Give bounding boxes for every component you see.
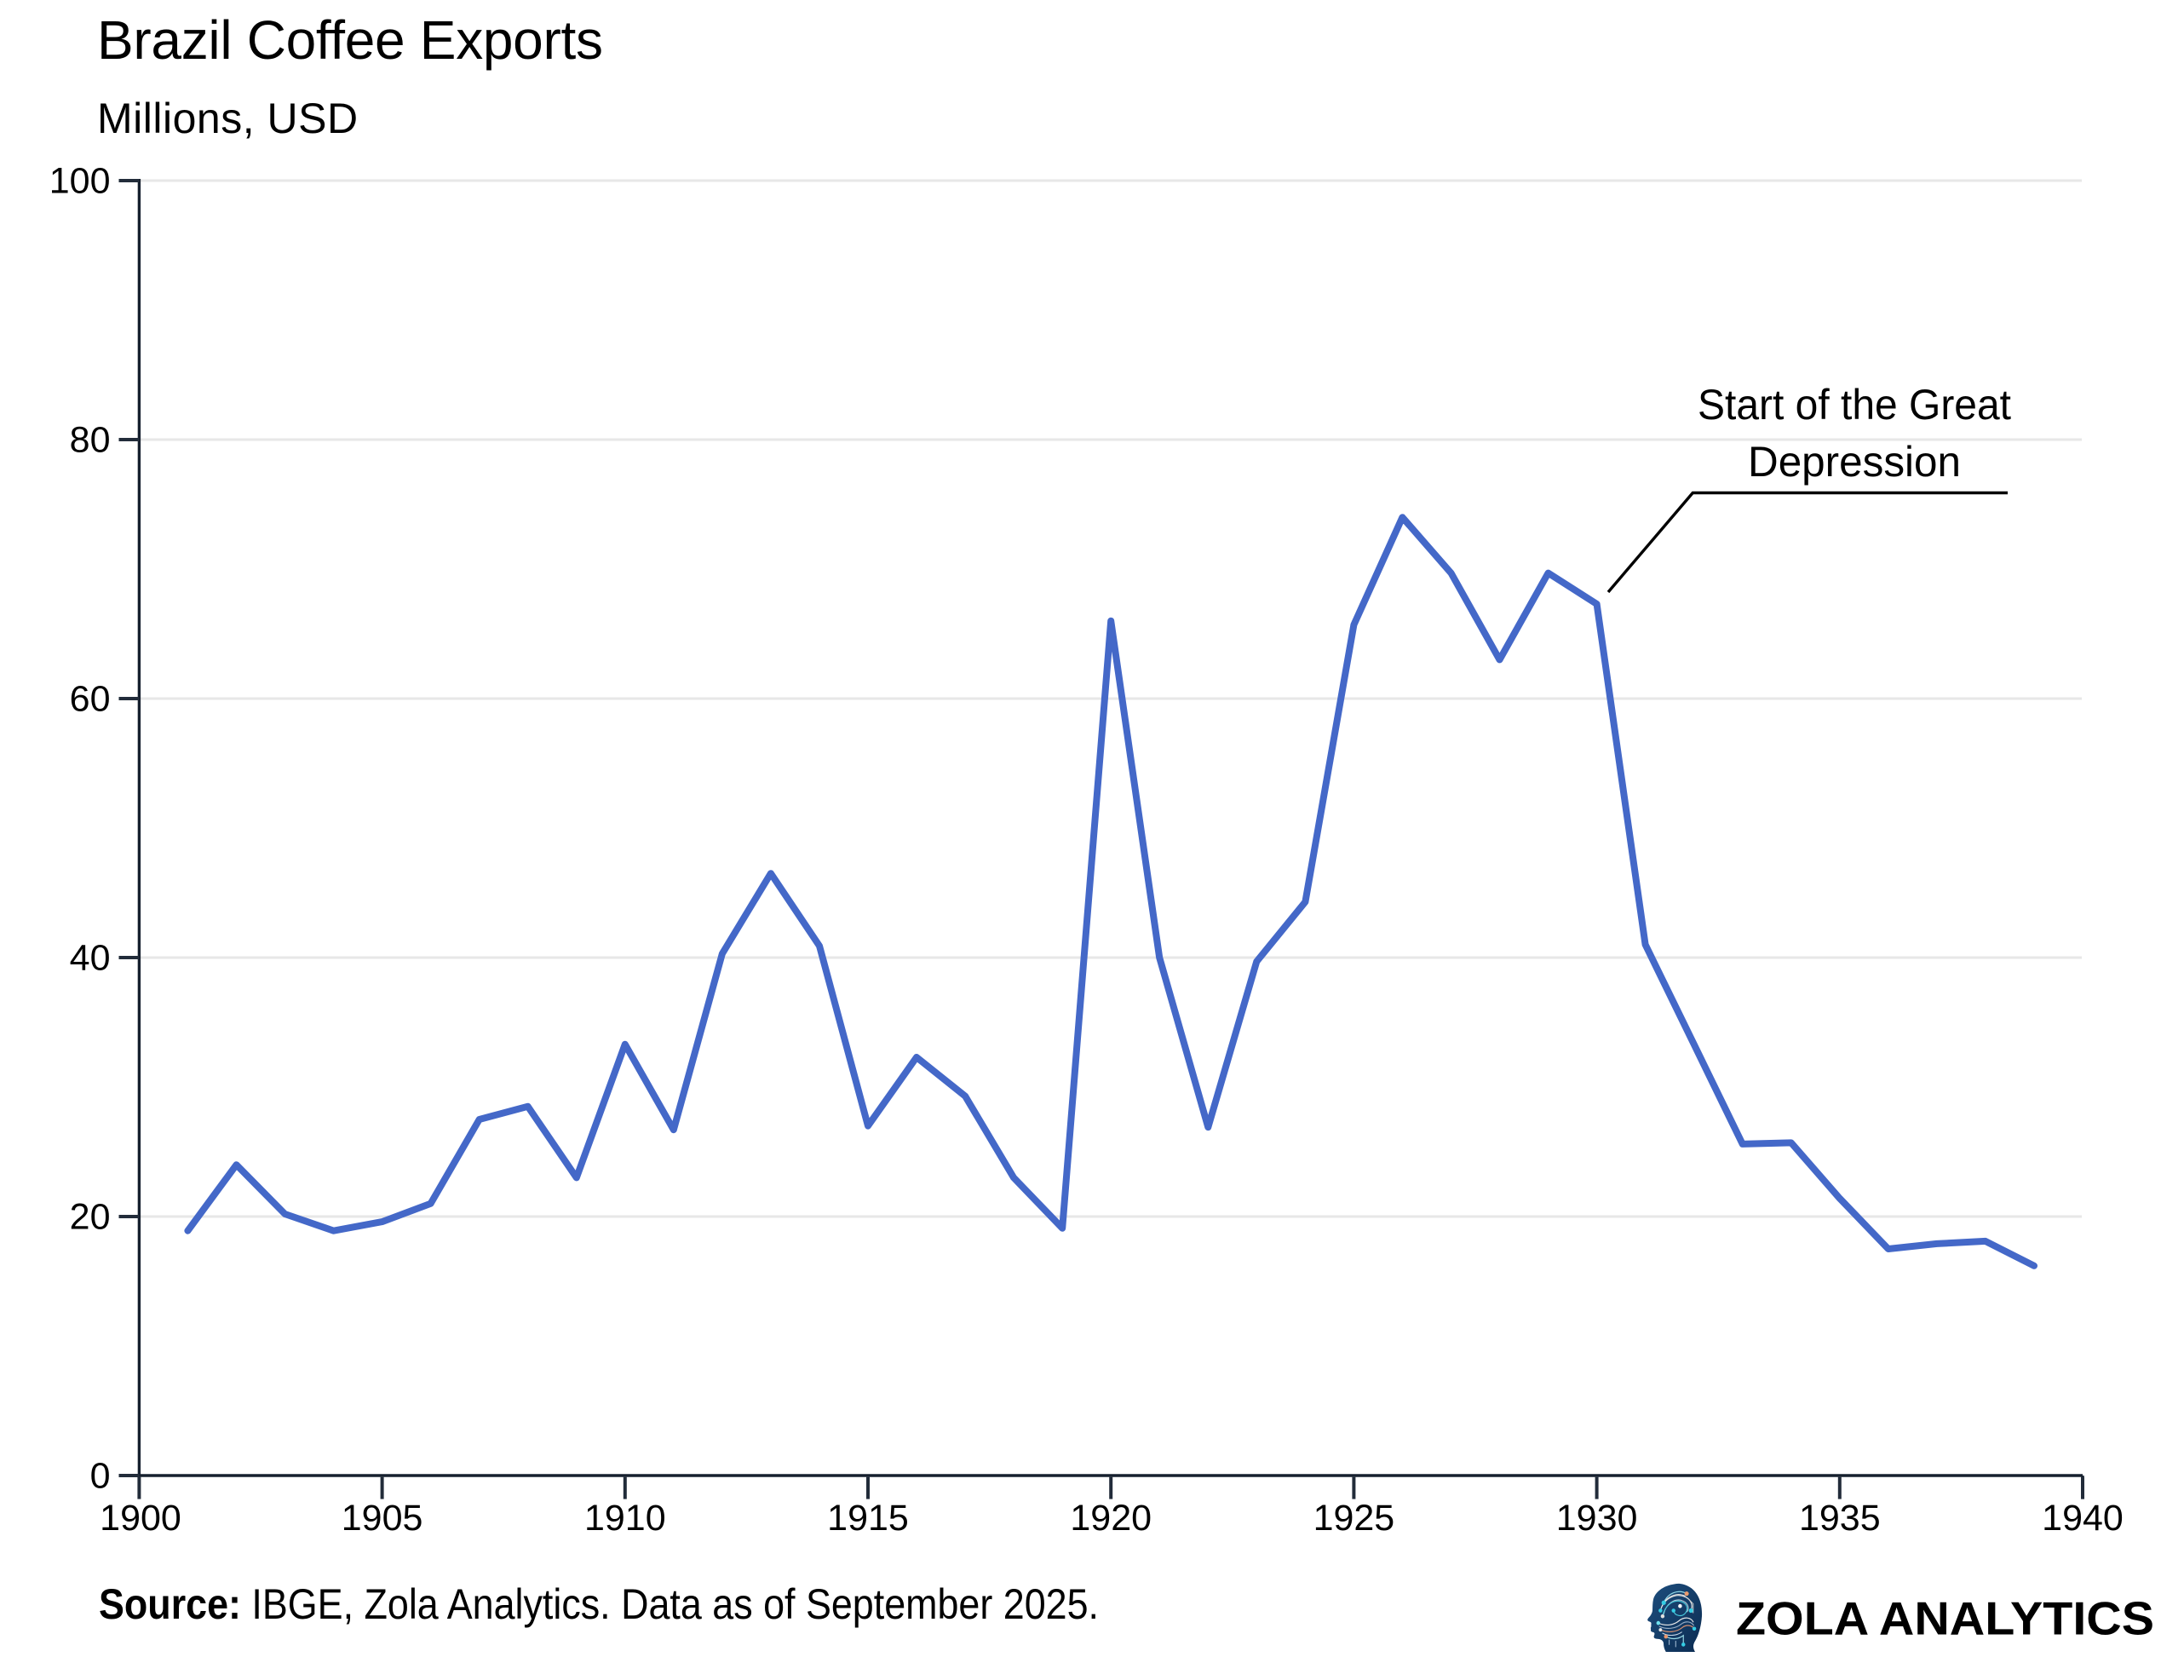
svg-text:60: 60 [70,678,111,719]
svg-text:1905: 1905 [342,1498,423,1539]
svg-text:100: 100 [49,160,111,201]
svg-text:0: 0 [90,1455,111,1496]
svg-text:1930: 1930 [1556,1498,1638,1539]
svg-text:80: 80 [70,419,111,460]
svg-text:1900: 1900 [100,1498,181,1539]
svg-text:1925: 1925 [1313,1498,1395,1539]
svg-text:1935: 1935 [1799,1498,1881,1539]
svg-text:1940: 1940 [2042,1498,2124,1539]
svg-text:1920: 1920 [1070,1498,1152,1539]
svg-text:40: 40 [70,937,111,978]
svg-text:Millions, USD: Millions, USD [97,95,359,142]
svg-text:Source: IBGE, Zola Analytics.: Source: IBGE, Zola Analytics. Data as of… [99,1580,1099,1628]
svg-text:20: 20 [70,1196,111,1237]
svg-text:Start of the Great: Start of the Great [1698,381,2011,429]
svg-text:1910: 1910 [584,1498,666,1539]
svg-text:Depression: Depression [1748,438,1961,486]
svg-text:Brazil Coffee Exports: Brazil Coffee Exports [97,9,603,71]
svg-text:ZOLA ANALYTICS: ZOLA ANALYTICS [1736,1592,2154,1645]
svg-text:1915: 1915 [827,1498,909,1539]
